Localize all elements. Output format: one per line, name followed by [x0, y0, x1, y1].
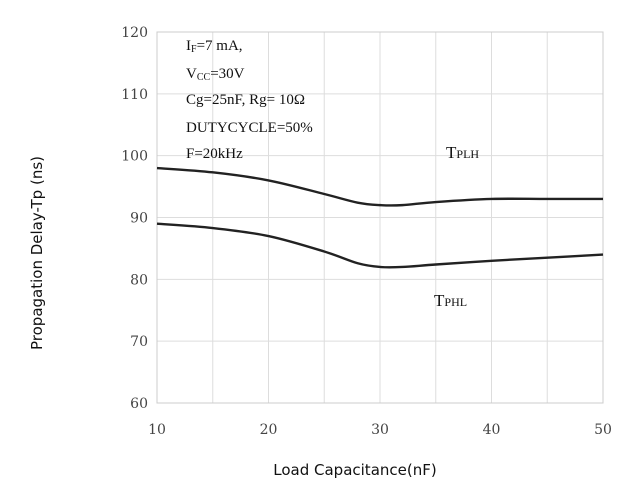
annotation-line: DUTYCYCLE=50% [186, 120, 313, 136]
y-tick-label: 100 [121, 149, 148, 165]
x-axis-label: Load Capacitance(nF) [273, 461, 436, 479]
y-axis-label: Propagation Delay-Tp (ns) [28, 156, 46, 350]
series-line-plh [156, 166, 603, 207]
y-tick-label: 80 [130, 272, 148, 288]
y-tick-label: 90 [130, 211, 148, 227]
x-tick-label: 20 [260, 422, 278, 438]
annotation-line: IF=7 mA, [186, 38, 243, 55]
y-tick-label: 60 [130, 396, 148, 412]
annotation-line: VCC=30V [186, 66, 245, 83]
annotation-line: F=20kHz [186, 146, 243, 162]
curve-label-plh: TPLH [446, 143, 479, 162]
x-tick-label: 40 [483, 422, 501, 438]
curve-label-phl: TPHL [434, 291, 467, 310]
y-tick-label: 110 [121, 87, 148, 103]
x-tick-labels: 10 20 30 40 50 [148, 422, 612, 438]
y-tick-label: 70 [130, 334, 148, 350]
plot-frame [156, 31, 604, 404]
annotation-line: Cg=25nF, Rg= 10Ω [186, 92, 305, 108]
x-tick-label: 50 [594, 422, 612, 438]
series-line-phl [156, 222, 604, 269]
curve-labels: TPLH TPHL [434, 143, 479, 310]
x-tick-label: 10 [148, 422, 166, 438]
series-group [156, 166, 604, 269]
grid [156, 31, 604, 404]
y-tick-label: 120 [121, 25, 148, 41]
annotation-block: IF=7 mA, VCC=30V Cg=25nF, Rg= 10Ω DUTYCYCLE… [186, 38, 313, 162]
x-tick-label: 30 [371, 422, 389, 438]
y-tick-labels: 60 70 80 90 100 110 120 [121, 25, 148, 412]
